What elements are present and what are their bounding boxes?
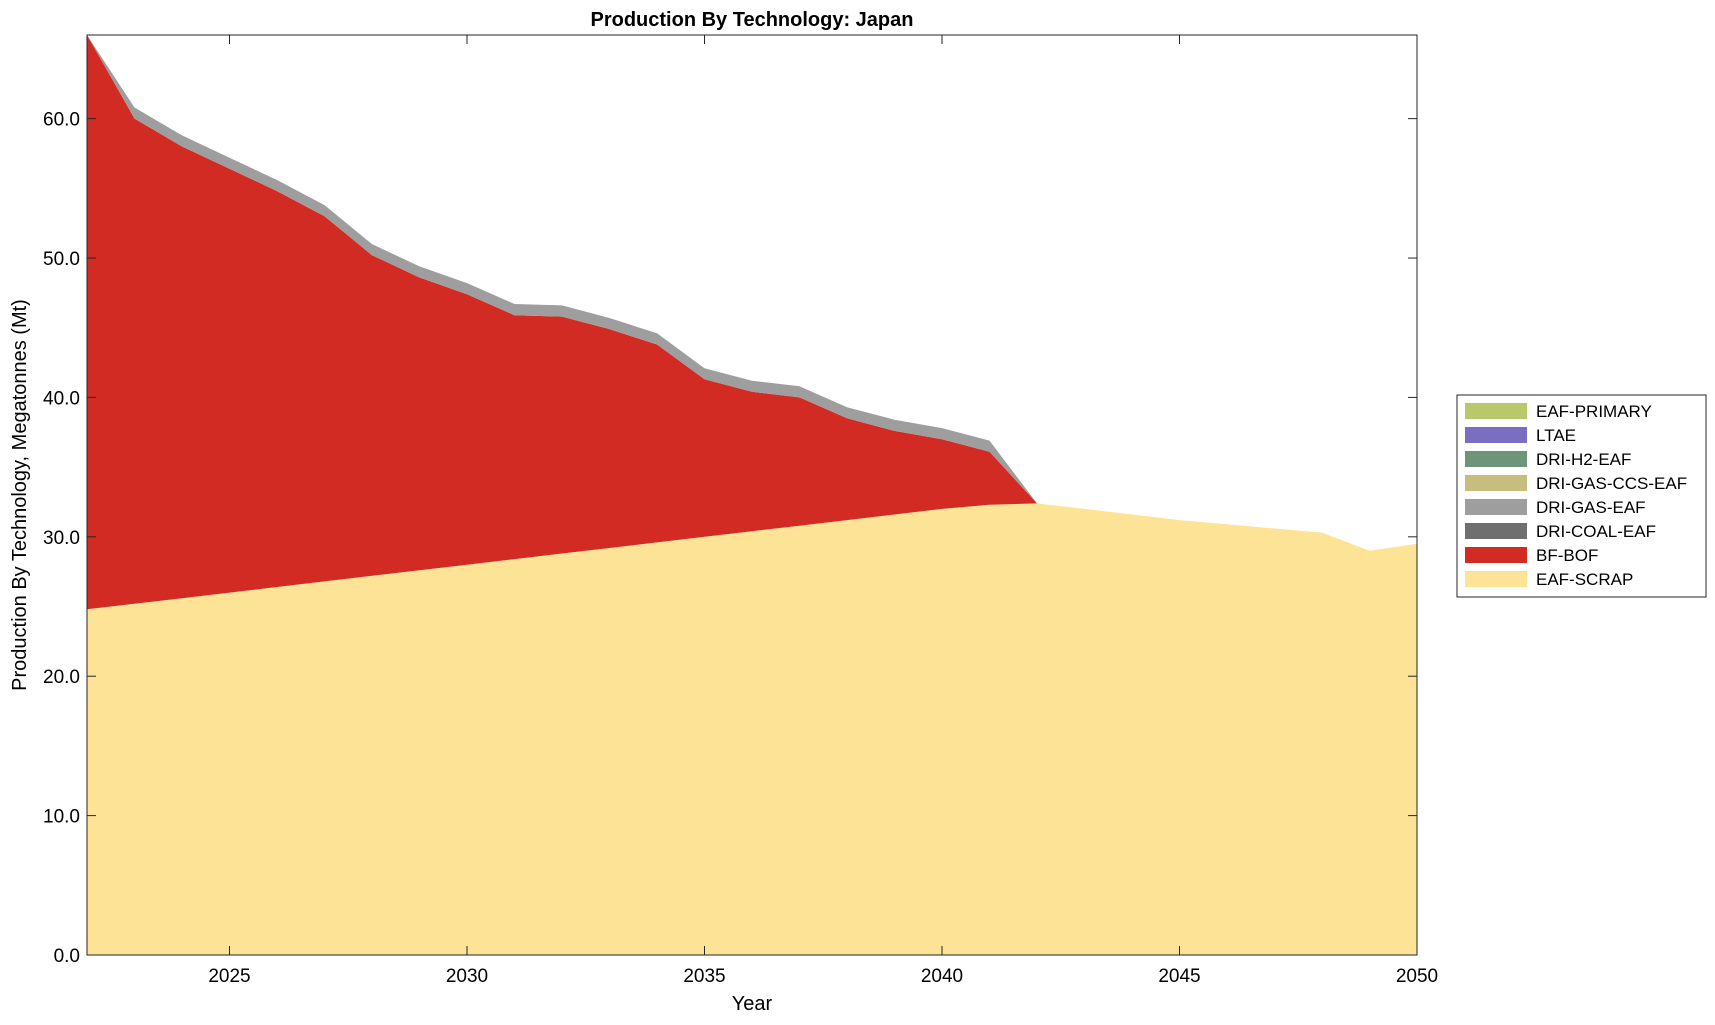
legend-box <box>1456 394 1707 598</box>
x-tick-label: 2035 <box>683 966 725 987</box>
legend-label-dri-h2-eaf: DRI-H2-EAF <box>1536 450 1631 469</box>
x-tick-label: 2040 <box>921 966 963 987</box>
x-tick-label: 2025 <box>208 966 250 987</box>
legend-swatch-eaf-primary <box>1465 403 1527 419</box>
y-tick-label: 30.0 <box>43 528 80 549</box>
legend-swatch-dri-gas-eaf <box>1465 499 1527 515</box>
y-tick-label: 40.0 <box>43 388 80 409</box>
y-tick-label: 10.0 <box>43 807 80 828</box>
legend-swatch-ltae <box>1465 427 1527 443</box>
y-tick-label: 50.0 <box>43 249 80 270</box>
area-eaf-scrap <box>87 503 1417 955</box>
y-tick-label: 20.0 <box>43 667 80 688</box>
y-axis-label: Production By Technology, Megatonnes (Mt… <box>9 299 31 691</box>
legend-swatch-dri-h2-eaf <box>1465 451 1527 467</box>
legend-swatch-bf-bof <box>1465 547 1527 563</box>
y-tick-label: 60.0 <box>43 110 80 131</box>
legend-label-eaf-scrap: EAF-SCRAP <box>1536 570 1633 589</box>
legend-label-bf-bof: BF-BOF <box>1536 546 1598 565</box>
area-bf-bof <box>87 35 1417 610</box>
x-tick-label: 2050 <box>1396 966 1438 987</box>
legend-label-dri-gas-ccs-eaf: DRI-GAS-CCS-EAF <box>1536 474 1687 493</box>
areas-layer <box>87 35 1417 955</box>
legend-swatch-dri-coal-eaf <box>1465 523 1527 539</box>
chart-title: Production By Technology: Japan <box>591 9 914 31</box>
legend-label-ltae: LTAE <box>1536 426 1576 445</box>
x-tick-label: 2045 <box>1158 966 1200 987</box>
plot-frame <box>86 34 1418 956</box>
legend-label-dri-gas-eaf: DRI-GAS-EAF <box>1536 498 1646 517</box>
axis-ticks: 2025 2030 2035 2040 2045 2050 0.0 10.0 20.0 30.0 4… <box>43 35 1438 987</box>
legend-swatch-dri-gas-ccs-eaf <box>1465 475 1527 491</box>
legend-swatch-eaf-scrap <box>1465 571 1527 587</box>
legend-label-eaf-primary: EAF-PRIMARY <box>1536 402 1652 421</box>
x-tick-label: 2030 <box>446 966 488 987</box>
legend: EAF-PRIMARY LTAE DRI-H2-EAF DRI-GAS-CCS-EAF… <box>1456 394 1707 598</box>
legend-label-dri-coal-eaf: DRI-COAL-EAF <box>1536 522 1656 541</box>
y-tick-label: 0.0 <box>54 946 80 967</box>
x-axis-label: Year <box>732 993 773 1015</box>
